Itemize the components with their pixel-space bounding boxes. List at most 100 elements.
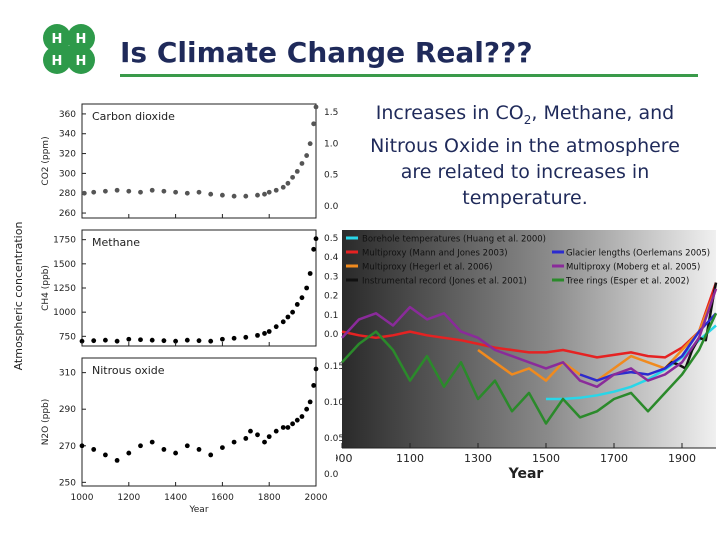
data-point bbox=[231, 193, 237, 199]
y-axis-label: Atmospheric concentration bbox=[12, 222, 25, 371]
data-point bbox=[173, 450, 179, 456]
right-tick-label: 0.2 bbox=[324, 292, 338, 302]
data-point bbox=[126, 188, 132, 194]
title-divider bbox=[120, 74, 698, 77]
data-point bbox=[307, 271, 313, 276]
data-point bbox=[149, 337, 155, 343]
data-point bbox=[149, 187, 155, 193]
data-point bbox=[231, 335, 237, 341]
right-tick-label: 0.0 bbox=[324, 330, 339, 340]
data-point bbox=[255, 432, 260, 438]
x-tick-label: 2000 bbox=[305, 493, 328, 503]
x-tick-label: 1100 bbox=[396, 452, 424, 465]
svg-text:H: H bbox=[76, 32, 87, 47]
data-point bbox=[290, 174, 295, 180]
data-point bbox=[220, 192, 225, 198]
data-point bbox=[255, 332, 260, 338]
panel-frame bbox=[81, 357, 317, 487]
caption-subscript: 2 bbox=[523, 112, 532, 127]
x-tick-label: 1000 bbox=[71, 493, 94, 503]
data-point bbox=[231, 439, 237, 445]
data-point bbox=[280, 184, 286, 190]
legend-label: Tree rings (Esper et al. 2002) bbox=[565, 277, 689, 287]
data-point bbox=[243, 193, 249, 199]
data-point bbox=[138, 443, 143, 449]
data-point bbox=[103, 188, 108, 194]
data-point bbox=[161, 188, 167, 194]
data-point bbox=[91, 189, 97, 195]
temperature-reconstruction-chart: Borehole temperatures (Huang et al. 2000… bbox=[336, 230, 718, 482]
data-point bbox=[294, 169, 300, 174]
x-tick-label: 1200 bbox=[117, 493, 140, 503]
data-point bbox=[220, 445, 225, 450]
data-point bbox=[79, 338, 85, 344]
x-tick-label: 1800 bbox=[258, 493, 281, 503]
series-line bbox=[341, 288, 718, 389]
series-line bbox=[579, 312, 717, 382]
slide-caption: Increases in CO2, Methane, and Nitrous O… bbox=[355, 100, 695, 211]
data-point bbox=[184, 443, 190, 449]
data-point bbox=[299, 414, 305, 419]
tick-label: 260 bbox=[59, 209, 76, 219]
right-tick-label: 0.0 bbox=[324, 470, 339, 480]
data-point bbox=[173, 189, 179, 195]
data-point bbox=[91, 338, 97, 344]
data-point bbox=[184, 190, 190, 196]
data-point bbox=[280, 319, 286, 325]
tick-label: 290 bbox=[59, 405, 76, 415]
right-tick-label: 0.1 bbox=[324, 311, 338, 321]
legend-label: Multiproxy (Hegerl et al. 2006) bbox=[362, 263, 493, 273]
tick-label: 320 bbox=[59, 150, 76, 160]
caption-text-2: , Methane, and Nitrous Oxide in the atmo… bbox=[370, 102, 680, 209]
tick-label: 300 bbox=[59, 169, 76, 179]
data-point bbox=[208, 452, 214, 458]
x-tick-label: 1600 bbox=[211, 493, 234, 503]
page-title: Is Climate Change Real??? bbox=[120, 36, 533, 69]
data-point bbox=[273, 324, 279, 330]
data-point bbox=[313, 104, 319, 110]
data-point bbox=[290, 421, 295, 427]
data-point bbox=[280, 425, 286, 430]
legend-label: Multiproxy (Moberg et al. 2005) bbox=[566, 263, 700, 273]
right-tick-label: 1.5 bbox=[324, 108, 338, 118]
data-point bbox=[196, 338, 202, 344]
data-point bbox=[266, 434, 272, 440]
data-point bbox=[248, 428, 253, 434]
right-tick-label: 0.3 bbox=[324, 272, 338, 282]
tick-label: 270 bbox=[59, 442, 76, 452]
right-tick-label: 0.0 bbox=[324, 202, 339, 212]
x-axis-label: Year bbox=[188, 505, 208, 515]
data-point bbox=[273, 428, 279, 434]
right-tick-label: 0.5 bbox=[324, 171, 338, 181]
data-point bbox=[184, 337, 190, 343]
data-point bbox=[313, 366, 319, 372]
tick-label: 340 bbox=[59, 130, 76, 140]
data-point bbox=[208, 191, 214, 197]
series-line bbox=[341, 282, 718, 359]
right-tick-label: 0.15 bbox=[324, 362, 344, 372]
data-point bbox=[294, 302, 300, 307]
greenhouse-gas-chart: Atmospheric concentration Carbon dioxide C… bbox=[12, 103, 344, 515]
data-point bbox=[161, 447, 167, 452]
data-point bbox=[103, 337, 108, 343]
tick-label: 310 bbox=[59, 369, 76, 379]
data-point bbox=[220, 336, 225, 342]
tick-label: 1500 bbox=[53, 260, 76, 270]
data-point bbox=[208, 338, 214, 344]
svg-text:H: H bbox=[76, 54, 87, 69]
legend-label: Multiproxy (Mann and Jones 2003) bbox=[362, 249, 508, 259]
data-point bbox=[255, 192, 260, 198]
tick-label: 750 bbox=[59, 332, 76, 342]
svg-text:H: H bbox=[52, 54, 63, 69]
data-point bbox=[161, 338, 167, 344]
data-point bbox=[126, 336, 132, 342]
svg-text:H: H bbox=[52, 32, 63, 47]
data-point bbox=[91, 447, 97, 452]
data-point bbox=[79, 443, 85, 449]
tick-label: 280 bbox=[59, 189, 76, 199]
data-point bbox=[304, 406, 310, 412]
panel-title: Carbon dioxide bbox=[92, 110, 175, 123]
caption-text-1: Increases in CO bbox=[375, 102, 524, 124]
panel-title: Nitrous oxide bbox=[92, 364, 165, 377]
data-point bbox=[290, 309, 295, 315]
